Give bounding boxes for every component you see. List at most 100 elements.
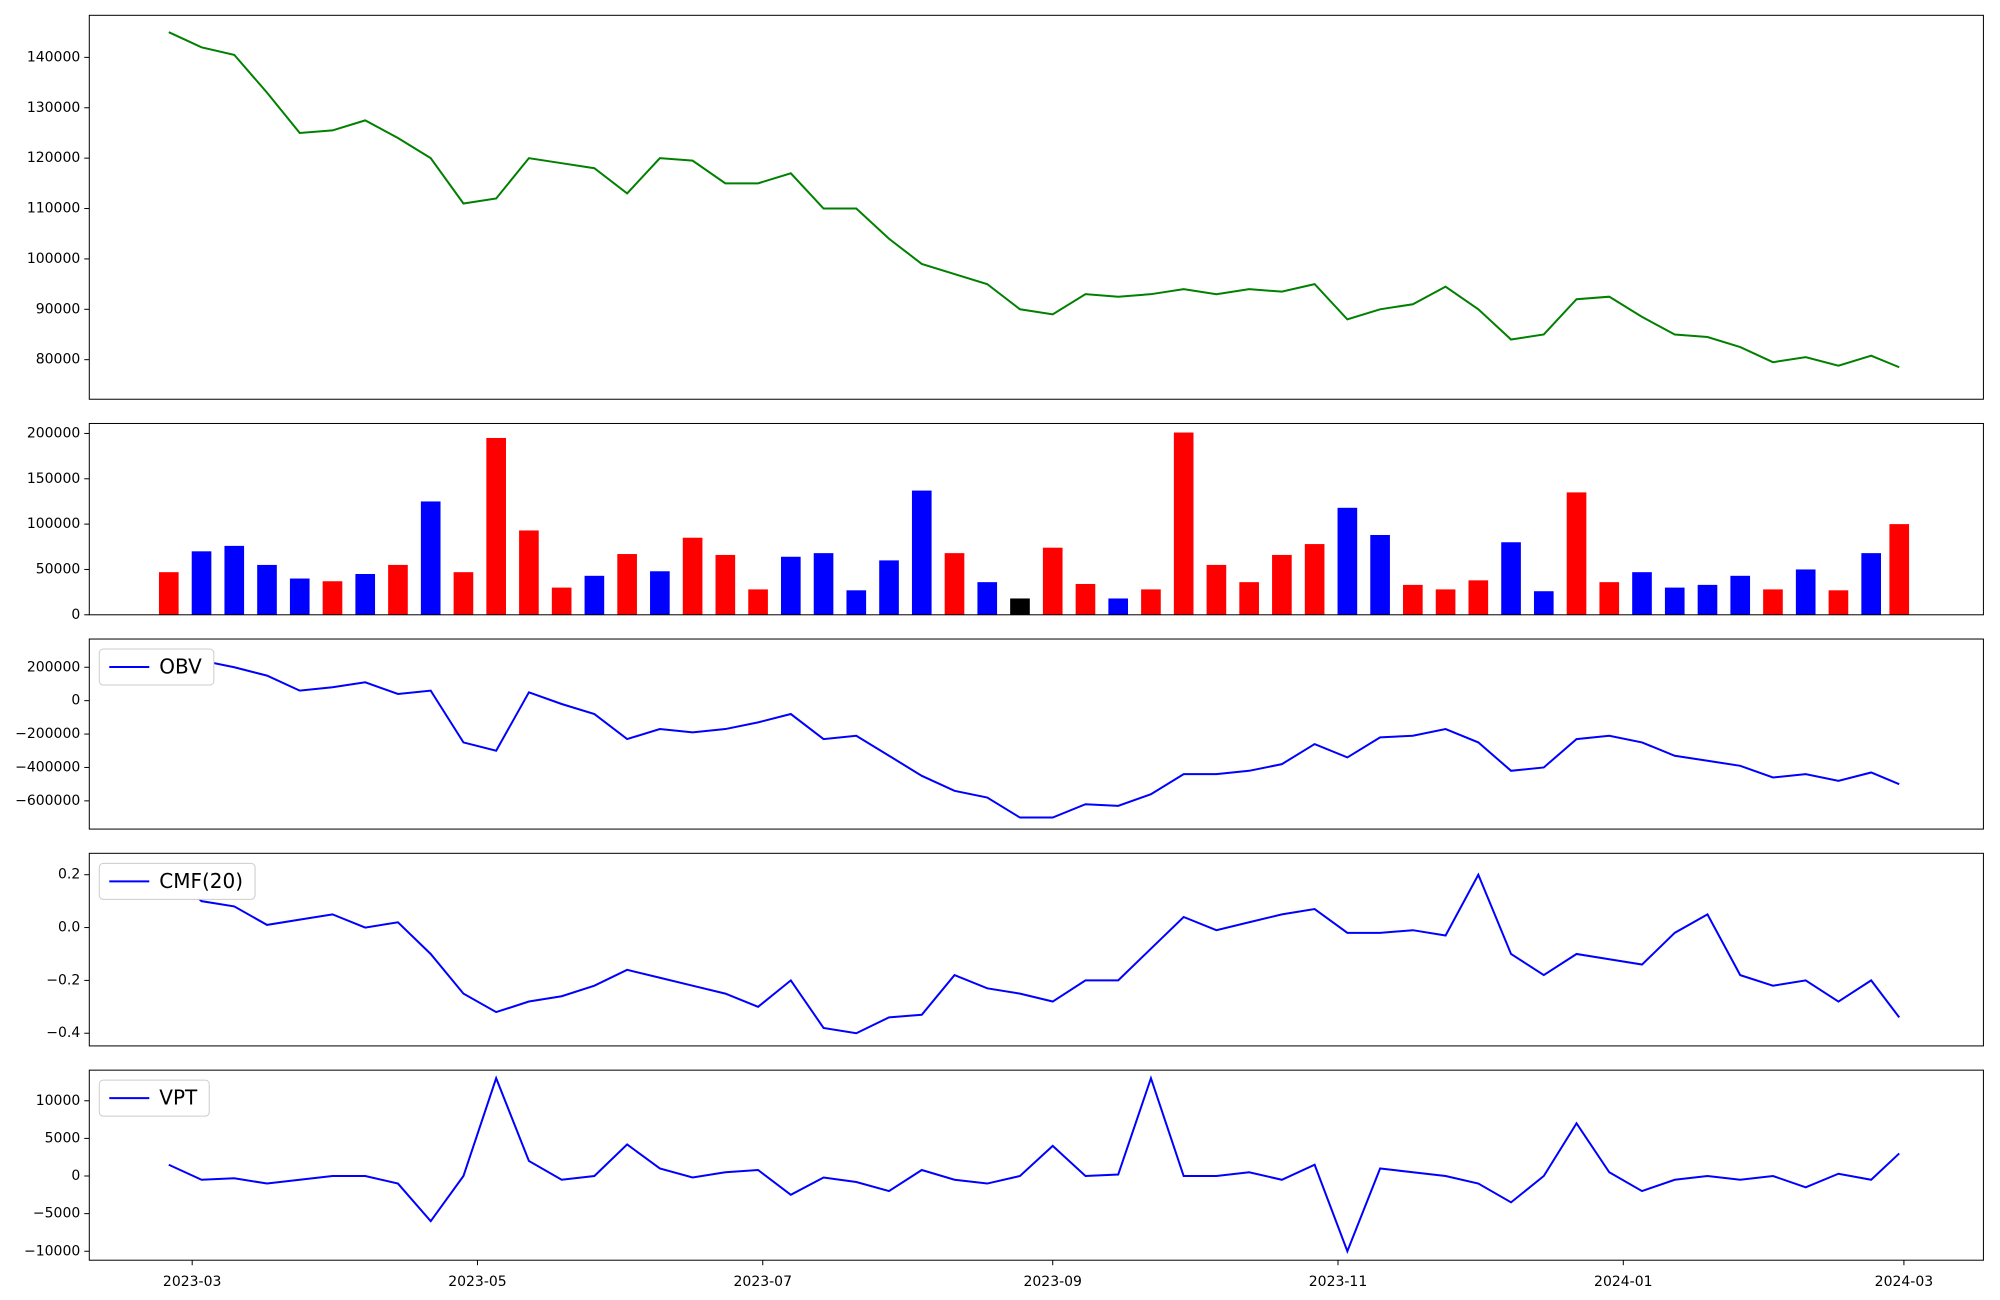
- y-tick-label: 0.0: [58, 920, 80, 936]
- x-tick-label: 2024-01: [1594, 1274, 1653, 1290]
- y-tick-label: 200000: [27, 659, 80, 675]
- volume-bar: [1141, 589, 1161, 615]
- y-tick-label: 5000: [45, 1130, 81, 1146]
- x-tick-label: 2024-03: [1875, 1274, 1934, 1290]
- volume-bar: [519, 530, 539, 615]
- volume-bar: [1206, 564, 1227, 615]
- x-tick-label: 2023-09: [1023, 1274, 1082, 1290]
- volume-bar: [617, 554, 637, 615]
- volume-bar: [584, 575, 605, 615]
- volume-bar: [1697, 584, 1718, 615]
- volume-bar: [1861, 553, 1881, 615]
- volume-bar: [1272, 554, 1292, 615]
- legend: VPT: [98, 1079, 210, 1117]
- volume-bar: [1795, 569, 1816, 615]
- y-tick-label: −5000: [33, 1206, 80, 1222]
- y-tick-label: −400000: [15, 759, 80, 775]
- volume-bar: [1632, 572, 1652, 615]
- volume-bar: [1435, 589, 1456, 615]
- y-tick-label: 0: [71, 693, 80, 709]
- y-tick-label: 0: [71, 1168, 80, 1184]
- y-tick-label: 140000: [27, 49, 80, 65]
- volume-bar: [1337, 507, 1358, 615]
- volume-bar: [1468, 580, 1489, 615]
- legend-box: [98, 862, 256, 900]
- x-tick-label: 2023-07: [734, 1274, 793, 1290]
- volume-bar: [911, 490, 932, 615]
- volume-bar: [1566, 492, 1587, 615]
- legend-label: OBV: [159, 655, 202, 679]
- y-tick-label: −10000: [24, 1243, 80, 1259]
- volume-bar: [846, 590, 867, 615]
- volume-bar: [1763, 589, 1783, 615]
- volume-bar: [1828, 590, 1849, 615]
- x-tick-label: 2023-03: [163, 1274, 222, 1290]
- panel-frame: [88, 1069, 1984, 1261]
- volume-bar: [257, 564, 277, 615]
- legend-box: [98, 1079, 210, 1117]
- volume-bar: [322, 581, 343, 615]
- volume-bar: [944, 553, 965, 615]
- panel-frame: [88, 852, 1984, 1047]
- volume-bar: [1730, 575, 1751, 615]
- legend-label: CMF(20): [159, 869, 243, 893]
- volume-bar: [1370, 535, 1390, 615]
- y-tick-label: 120000: [27, 150, 80, 166]
- legend: OBV: [98, 648, 215, 686]
- y-tick-label: 10000: [36, 1093, 81, 1109]
- y-tick-label: −0.4: [46, 1025, 80, 1041]
- volume-bar: [650, 571, 670, 615]
- volume-bar: [1010, 598, 1030, 615]
- legend-box: [98, 648, 215, 686]
- legend: CMF(20): [98, 862, 256, 900]
- volume-bar: [748, 589, 768, 615]
- volume-bar: [355, 573, 376, 615]
- y-tick-label: 130000: [27, 100, 80, 116]
- y-tick-label: 80000: [36, 352, 81, 368]
- volume-bar: [1042, 547, 1063, 615]
- volume-bar: [879, 560, 899, 615]
- volume-bar: [1403, 584, 1423, 615]
- volume-bar: [1173, 432, 1194, 615]
- volume-bar: [224, 545, 245, 615]
- volume-bar: [1664, 587, 1685, 615]
- y-tick-label: −600000: [15, 793, 80, 809]
- volume-bar: [715, 554, 736, 615]
- y-tick-label: 110000: [27, 201, 80, 217]
- x-tick-label: 2023-05: [448, 1274, 507, 1290]
- volume-bar: [1889, 524, 1910, 615]
- y-tick-label: 0.2: [58, 867, 80, 883]
- volume-bar: [813, 553, 834, 615]
- volume-bar: [388, 564, 408, 615]
- y-tick-label: 90000: [36, 301, 81, 317]
- y-tick-label: 100000: [27, 251, 80, 267]
- y-tick-label: 200000: [27, 425, 80, 441]
- volume-bar: [682, 537, 703, 615]
- volume-bar: [551, 587, 572, 615]
- panel-frame: [88, 422, 1984, 616]
- x-tick-label: 2023-11: [1309, 1274, 1368, 1290]
- volume-bar: [191, 551, 212, 615]
- series-line: [168, 868, 1901, 1035]
- volume-bar: [486, 437, 506, 615]
- volume-bar: [1108, 598, 1129, 615]
- volume-bar: [158, 572, 179, 615]
- series-line: [168, 649, 1900, 819]
- series-line: [168, 1075, 1900, 1255]
- y-tick-label: 100000: [27, 516, 80, 532]
- y-tick-label: 50000: [36, 561, 81, 577]
- volume-bar: [289, 578, 310, 615]
- volume-bar: [453, 572, 474, 615]
- volume-bar: [1599, 582, 1620, 615]
- legend-label: VPT: [159, 1086, 198, 1110]
- panel-frame: [88, 14, 1984, 400]
- volume-bar: [1501, 542, 1521, 615]
- y-tick-label: 150000: [27, 471, 80, 487]
- volume-bar: [1533, 591, 1554, 615]
- volume-bar: [1239, 582, 1259, 615]
- volume-bar: [1075, 583, 1096, 615]
- volume-bar: [1304, 544, 1325, 615]
- y-tick-label: −200000: [15, 726, 80, 742]
- volume-bar: [420, 501, 441, 615]
